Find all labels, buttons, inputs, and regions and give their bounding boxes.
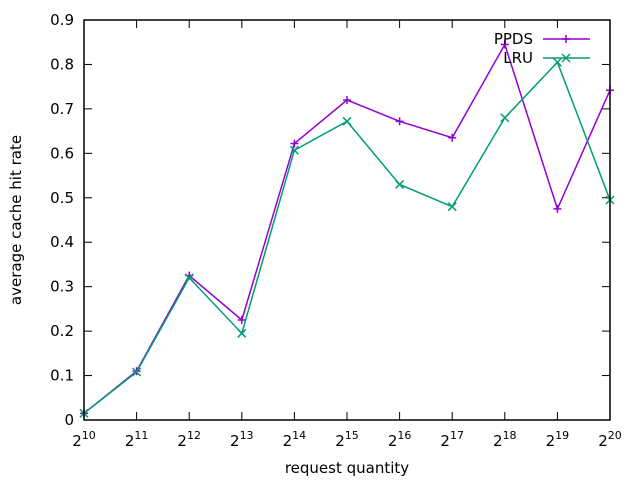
legend-marker xyxy=(561,53,571,63)
y-tick-label: 0.8 xyxy=(50,55,74,73)
y-axis-label: average cache hit rate xyxy=(7,135,25,305)
y-tick-label: 0.7 xyxy=(50,100,74,118)
data-point-lru xyxy=(500,113,510,123)
x-tick-label: 212 xyxy=(177,429,201,450)
data-point-ppds xyxy=(395,117,404,126)
legend-label: LRU xyxy=(503,49,533,67)
legend-marker xyxy=(562,35,570,43)
data-point-lru xyxy=(395,179,405,189)
data-point-ppds xyxy=(448,133,457,142)
data-point-lru xyxy=(447,202,457,212)
data-point-ppds xyxy=(553,204,562,213)
ticks-layer: 0 0.1 0.2 0.3 0.4 0.5 0.6 0.7 0.8 0.9 210 211 212 213… xyxy=(50,11,622,450)
data-point-lru xyxy=(289,145,299,155)
y-tick-label: 0.2 xyxy=(50,322,74,340)
data-point-ppds xyxy=(290,139,299,148)
x-tick-label: 216 xyxy=(388,429,412,450)
data-point-lru xyxy=(184,273,194,283)
data-point-lru xyxy=(237,328,247,338)
x-tick-label: 213 xyxy=(230,429,254,450)
y-tick-label: 0.3 xyxy=(50,278,74,296)
x-tick-label: 220 xyxy=(598,429,622,450)
y-tick-label: 0.6 xyxy=(50,144,74,162)
series-layer xyxy=(79,40,615,418)
x-tick-label: 210 xyxy=(72,429,96,450)
y-tick-label: 0 xyxy=(64,411,74,429)
y-tick-label: 0.5 xyxy=(50,189,74,207)
x-tick-label: 211 xyxy=(125,429,149,450)
x-tick-label: 217 xyxy=(440,429,464,450)
data-point-lru xyxy=(342,116,352,126)
y-tick-label: 0.1 xyxy=(50,367,74,385)
x-axis-label: request quantity xyxy=(285,459,409,477)
data-point-lru xyxy=(132,367,142,377)
series-line-lru xyxy=(83,60,611,414)
data-point-lru xyxy=(552,57,562,67)
x-tick-label: 215 xyxy=(335,429,359,450)
y-tick-label: 0.9 xyxy=(50,11,74,29)
data-point-ppds xyxy=(343,96,351,104)
x-tick-label: 218 xyxy=(493,429,517,450)
y-tick-label: 0.4 xyxy=(50,233,74,251)
x-tick-label: 219 xyxy=(546,429,570,450)
data-point-ppds xyxy=(500,40,509,49)
legend-label: PPDS xyxy=(494,30,533,48)
x-tick-label: 214 xyxy=(283,429,307,450)
data-point-ppds xyxy=(237,316,246,324)
plot-frame xyxy=(83,19,611,421)
